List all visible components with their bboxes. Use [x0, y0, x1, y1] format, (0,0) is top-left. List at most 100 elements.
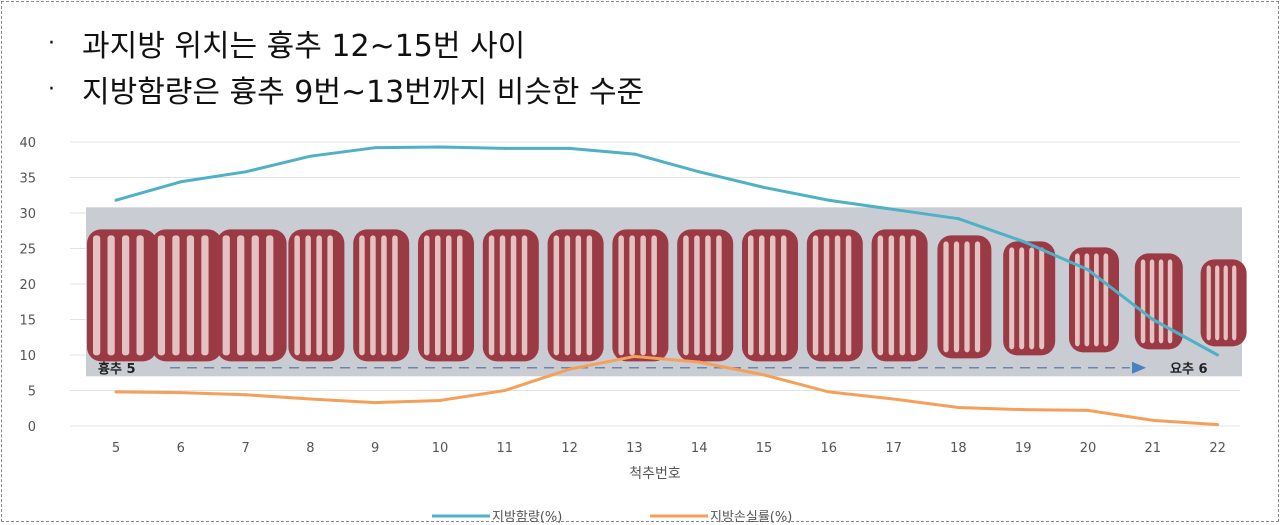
- pork-slice-fat: [575, 235, 582, 356]
- pork-slice: [216, 229, 287, 362]
- x-tick-label: 14: [691, 441, 708, 456]
- pork-slice-fat: [899, 235, 906, 356]
- pork-slice-fat: [93, 235, 101, 356]
- pork-slice-fat: [974, 241, 981, 353]
- legend-label: 지방손실률(%): [710, 510, 792, 525]
- y-tick-label: 25: [19, 243, 36, 258]
- pork-slice-fat: [770, 235, 776, 356]
- pork-slice-fat: [1094, 253, 1099, 347]
- data-point: [568, 367, 572, 371]
- pork-slice-fat: [1039, 247, 1045, 350]
- pork-slice-fat: [370, 235, 376, 356]
- arrow-head-icon: [1132, 361, 1146, 374]
- y-tick-label: 0: [28, 420, 36, 435]
- pork-slice: [418, 229, 474, 362]
- pork-slice-fat: [888, 235, 895, 356]
- data-point: [956, 217, 960, 221]
- data-point: [308, 397, 312, 401]
- data-point: [1216, 353, 1220, 357]
- pork-slice: [806, 229, 863, 362]
- pork-slice-fat: [1029, 247, 1035, 350]
- pork-slice-fat: [107, 235, 115, 356]
- pork-slice-fat: [499, 235, 506, 356]
- pork-slice-fat: [651, 235, 657, 356]
- x-tick-label: 12: [561, 441, 578, 456]
- x-tick-label: 11: [497, 441, 514, 456]
- data-point: [956, 406, 960, 410]
- data-point: [1086, 408, 1090, 412]
- pork-slice: [1069, 247, 1119, 353]
- pork-slice: [87, 229, 157, 362]
- data-point: [438, 145, 442, 149]
- y-tick-label: 30: [19, 207, 36, 222]
- data-point: [1151, 418, 1155, 422]
- bullet-item: · 과지방 위치는 흉추 12~15번 사이: [48, 20, 644, 66]
- pork-slice: [612, 229, 669, 362]
- pork-slice-fat: [222, 235, 230, 356]
- x-tick-label: 19: [1015, 441, 1032, 456]
- x-tick-label: 15: [756, 441, 773, 456]
- pork-slice-fat: [266, 235, 274, 356]
- pork-slice-fat: [1215, 265, 1220, 341]
- data-point: [114, 390, 118, 394]
- series-line: [115, 145, 1219, 357]
- pork-slice-fat: [1206, 265, 1211, 341]
- data-point: [373, 401, 377, 405]
- pork-slice-fat: [845, 235, 852, 356]
- pork-slice: [1003, 241, 1056, 356]
- bullet-marker: ·: [48, 76, 55, 102]
- x-tick-label: 18: [950, 441, 967, 456]
- pork-slice-fat: [586, 235, 593, 356]
- pork-slice: [1134, 253, 1183, 350]
- data-point: [503, 146, 507, 150]
- pork-slice-fat: [294, 235, 300, 356]
- pork-slice-fat: [157, 235, 166, 356]
- x-tick-label: 8: [306, 441, 314, 456]
- x-tick-label: 7: [241, 441, 249, 456]
- data-point: [632, 354, 636, 358]
- data-point: [1151, 318, 1155, 321]
- data-point: [373, 146, 377, 150]
- pork-slice-fat: [1009, 247, 1015, 350]
- pork-slice-fat: [823, 235, 830, 356]
- pork-slice-fat: [1140, 259, 1146, 344]
- pork-slice-fat: [122, 235, 130, 356]
- x-axis-label: 척추번호: [629, 466, 681, 482]
- pork-slice-fat: [1158, 259, 1164, 344]
- pork-slice-fat: [251, 235, 259, 356]
- pork-slice-fat: [359, 235, 365, 356]
- pork-slice-fat: [618, 235, 624, 356]
- pork-slice-fat: [237, 235, 245, 356]
- x-tick-label: 9: [371, 441, 379, 456]
- data-point: [1021, 239, 1025, 243]
- pork-slice-fat: [716, 235, 722, 356]
- data-point: [1216, 423, 1220, 427]
- pork-slice-fat: [834, 235, 841, 356]
- data-point: [179, 391, 183, 395]
- bullet-text: 지방함량은 흉추 9번~13번까지 비슷한 수준: [82, 75, 645, 110]
- pork-slice-fat: [510, 235, 517, 356]
- pork-slice-fat: [553, 235, 560, 356]
- data-point: [762, 373, 766, 377]
- pork-slice-fat: [759, 235, 765, 356]
- pork-slice-fat: [1019, 247, 1025, 350]
- pork-slice-fat: [488, 235, 495, 356]
- x-tick-label: 13: [626, 441, 643, 456]
- y-tick-label: 20: [19, 278, 36, 293]
- x-tick-label: 17: [885, 441, 902, 456]
- pork-slice: [871, 229, 928, 362]
- pork-slice: [547, 229, 604, 362]
- pork-slice-fat: [1103, 253, 1109, 347]
- pork-slice-fat: [564, 235, 571, 356]
- bullet-text: 과지방 위치는 흉추 12~15번 사이: [82, 29, 526, 64]
- pork-slice-fat: [457, 235, 463, 356]
- pork-slice-fat: [1223, 265, 1228, 341]
- data-point: [762, 185, 766, 189]
- photo-label-right: 요추 6: [1170, 361, 1208, 377]
- data-point: [503, 389, 507, 392]
- series-line: [115, 354, 1218, 427]
- pork-slice: [1200, 259, 1247, 347]
- pork-slice-fat: [812, 235, 819, 356]
